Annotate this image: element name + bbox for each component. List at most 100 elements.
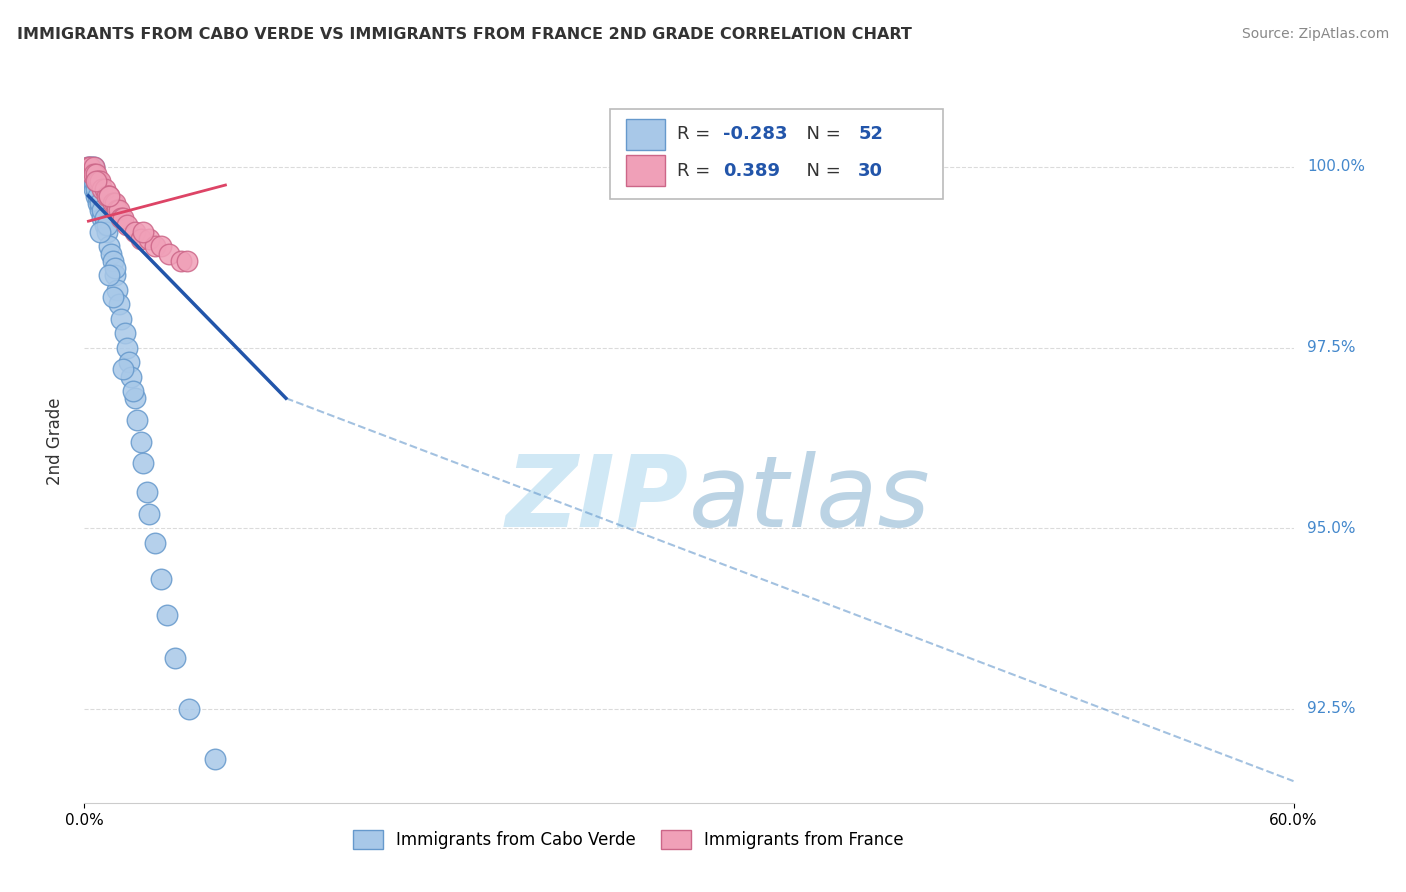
Point bbox=[156, 607, 179, 622]
Point bbox=[91, 203, 114, 218]
Point bbox=[79, 167, 101, 181]
Point bbox=[100, 246, 122, 260]
Text: atlas: atlas bbox=[689, 450, 931, 548]
Text: 52: 52 bbox=[858, 126, 883, 144]
Point bbox=[157, 246, 180, 260]
Point bbox=[83, 167, 105, 181]
Point bbox=[93, 218, 115, 232]
Point bbox=[101, 290, 124, 304]
Point bbox=[129, 434, 152, 449]
Point bbox=[143, 535, 166, 549]
Point bbox=[97, 189, 120, 203]
Point bbox=[138, 507, 160, 521]
Point bbox=[143, 239, 166, 253]
Text: 100.0%: 100.0% bbox=[1308, 160, 1365, 175]
Point bbox=[138, 232, 160, 246]
Point bbox=[83, 174, 105, 188]
Point bbox=[96, 189, 118, 203]
Point bbox=[83, 167, 105, 181]
Point bbox=[83, 160, 105, 174]
Point bbox=[101, 196, 124, 211]
Point bbox=[79, 160, 101, 174]
Point bbox=[86, 167, 108, 181]
Point bbox=[86, 174, 108, 188]
Point bbox=[120, 369, 142, 384]
Point bbox=[77, 160, 100, 174]
Point bbox=[89, 203, 111, 218]
Text: 30: 30 bbox=[858, 161, 883, 179]
Point bbox=[89, 225, 111, 239]
Point bbox=[96, 225, 118, 239]
Point bbox=[89, 196, 111, 211]
Point bbox=[111, 362, 134, 376]
Point bbox=[115, 341, 138, 355]
Text: N =: N = bbox=[796, 161, 846, 179]
Point bbox=[93, 182, 115, 196]
Point bbox=[91, 211, 114, 225]
Point bbox=[135, 485, 157, 500]
Point bbox=[82, 160, 104, 174]
Point bbox=[107, 203, 129, 218]
Text: -0.283: -0.283 bbox=[723, 126, 787, 144]
Point bbox=[87, 196, 110, 211]
Text: R =: R = bbox=[676, 161, 716, 179]
Point bbox=[176, 254, 198, 268]
Text: Source: ZipAtlas.com: Source: ZipAtlas.com bbox=[1241, 27, 1389, 41]
Point bbox=[105, 203, 128, 218]
Point bbox=[132, 225, 155, 239]
Text: 0.389: 0.389 bbox=[723, 161, 780, 179]
Point bbox=[121, 384, 143, 398]
FancyBboxPatch shape bbox=[610, 109, 943, 200]
Point bbox=[97, 239, 120, 253]
Point bbox=[89, 174, 111, 188]
Point bbox=[104, 268, 127, 283]
Point bbox=[97, 189, 120, 203]
Point bbox=[125, 413, 148, 427]
Text: R =: R = bbox=[676, 126, 716, 144]
Point bbox=[83, 182, 105, 196]
Point bbox=[82, 174, 104, 188]
Point bbox=[114, 326, 136, 341]
FancyBboxPatch shape bbox=[626, 155, 665, 186]
Point bbox=[204, 752, 226, 766]
Point bbox=[104, 196, 127, 211]
Point bbox=[110, 211, 132, 225]
Point bbox=[149, 572, 172, 586]
Point bbox=[86, 182, 108, 196]
Legend: Immigrants from Cabo Verde, Immigrants from France: Immigrants from Cabo Verde, Immigrants f… bbox=[346, 823, 911, 856]
Point bbox=[93, 211, 115, 225]
Point bbox=[170, 254, 193, 268]
Point bbox=[149, 239, 172, 253]
Point bbox=[83, 160, 105, 174]
Point bbox=[86, 189, 108, 203]
Point bbox=[97, 268, 120, 283]
Point bbox=[115, 218, 138, 232]
Text: ZIP: ZIP bbox=[506, 450, 689, 548]
Text: N =: N = bbox=[796, 126, 846, 144]
Text: IMMIGRANTS FROM CABO VERDE VS IMMIGRANTS FROM FRANCE 2ND GRADE CORRELATION CHART: IMMIGRANTS FROM CABO VERDE VS IMMIGRANTS… bbox=[17, 27, 911, 42]
Point bbox=[105, 283, 128, 297]
Point bbox=[79, 160, 101, 174]
Point bbox=[82, 167, 104, 181]
Point bbox=[110, 311, 132, 326]
Point bbox=[179, 702, 201, 716]
Point bbox=[104, 261, 127, 276]
Text: 95.0%: 95.0% bbox=[1308, 521, 1355, 536]
Point bbox=[87, 189, 110, 203]
Text: 97.5%: 97.5% bbox=[1308, 340, 1355, 355]
Point bbox=[107, 297, 129, 311]
Point bbox=[91, 182, 114, 196]
Point bbox=[118, 355, 141, 369]
Text: 92.5%: 92.5% bbox=[1308, 701, 1355, 716]
Point bbox=[124, 225, 146, 239]
Point bbox=[87, 174, 110, 188]
Point bbox=[101, 254, 124, 268]
Point bbox=[132, 456, 155, 470]
Point bbox=[165, 651, 187, 665]
Point bbox=[82, 167, 104, 181]
Point bbox=[129, 232, 152, 246]
Point bbox=[77, 160, 100, 174]
Point bbox=[86, 174, 108, 188]
Point bbox=[96, 218, 118, 232]
Point bbox=[111, 211, 134, 225]
